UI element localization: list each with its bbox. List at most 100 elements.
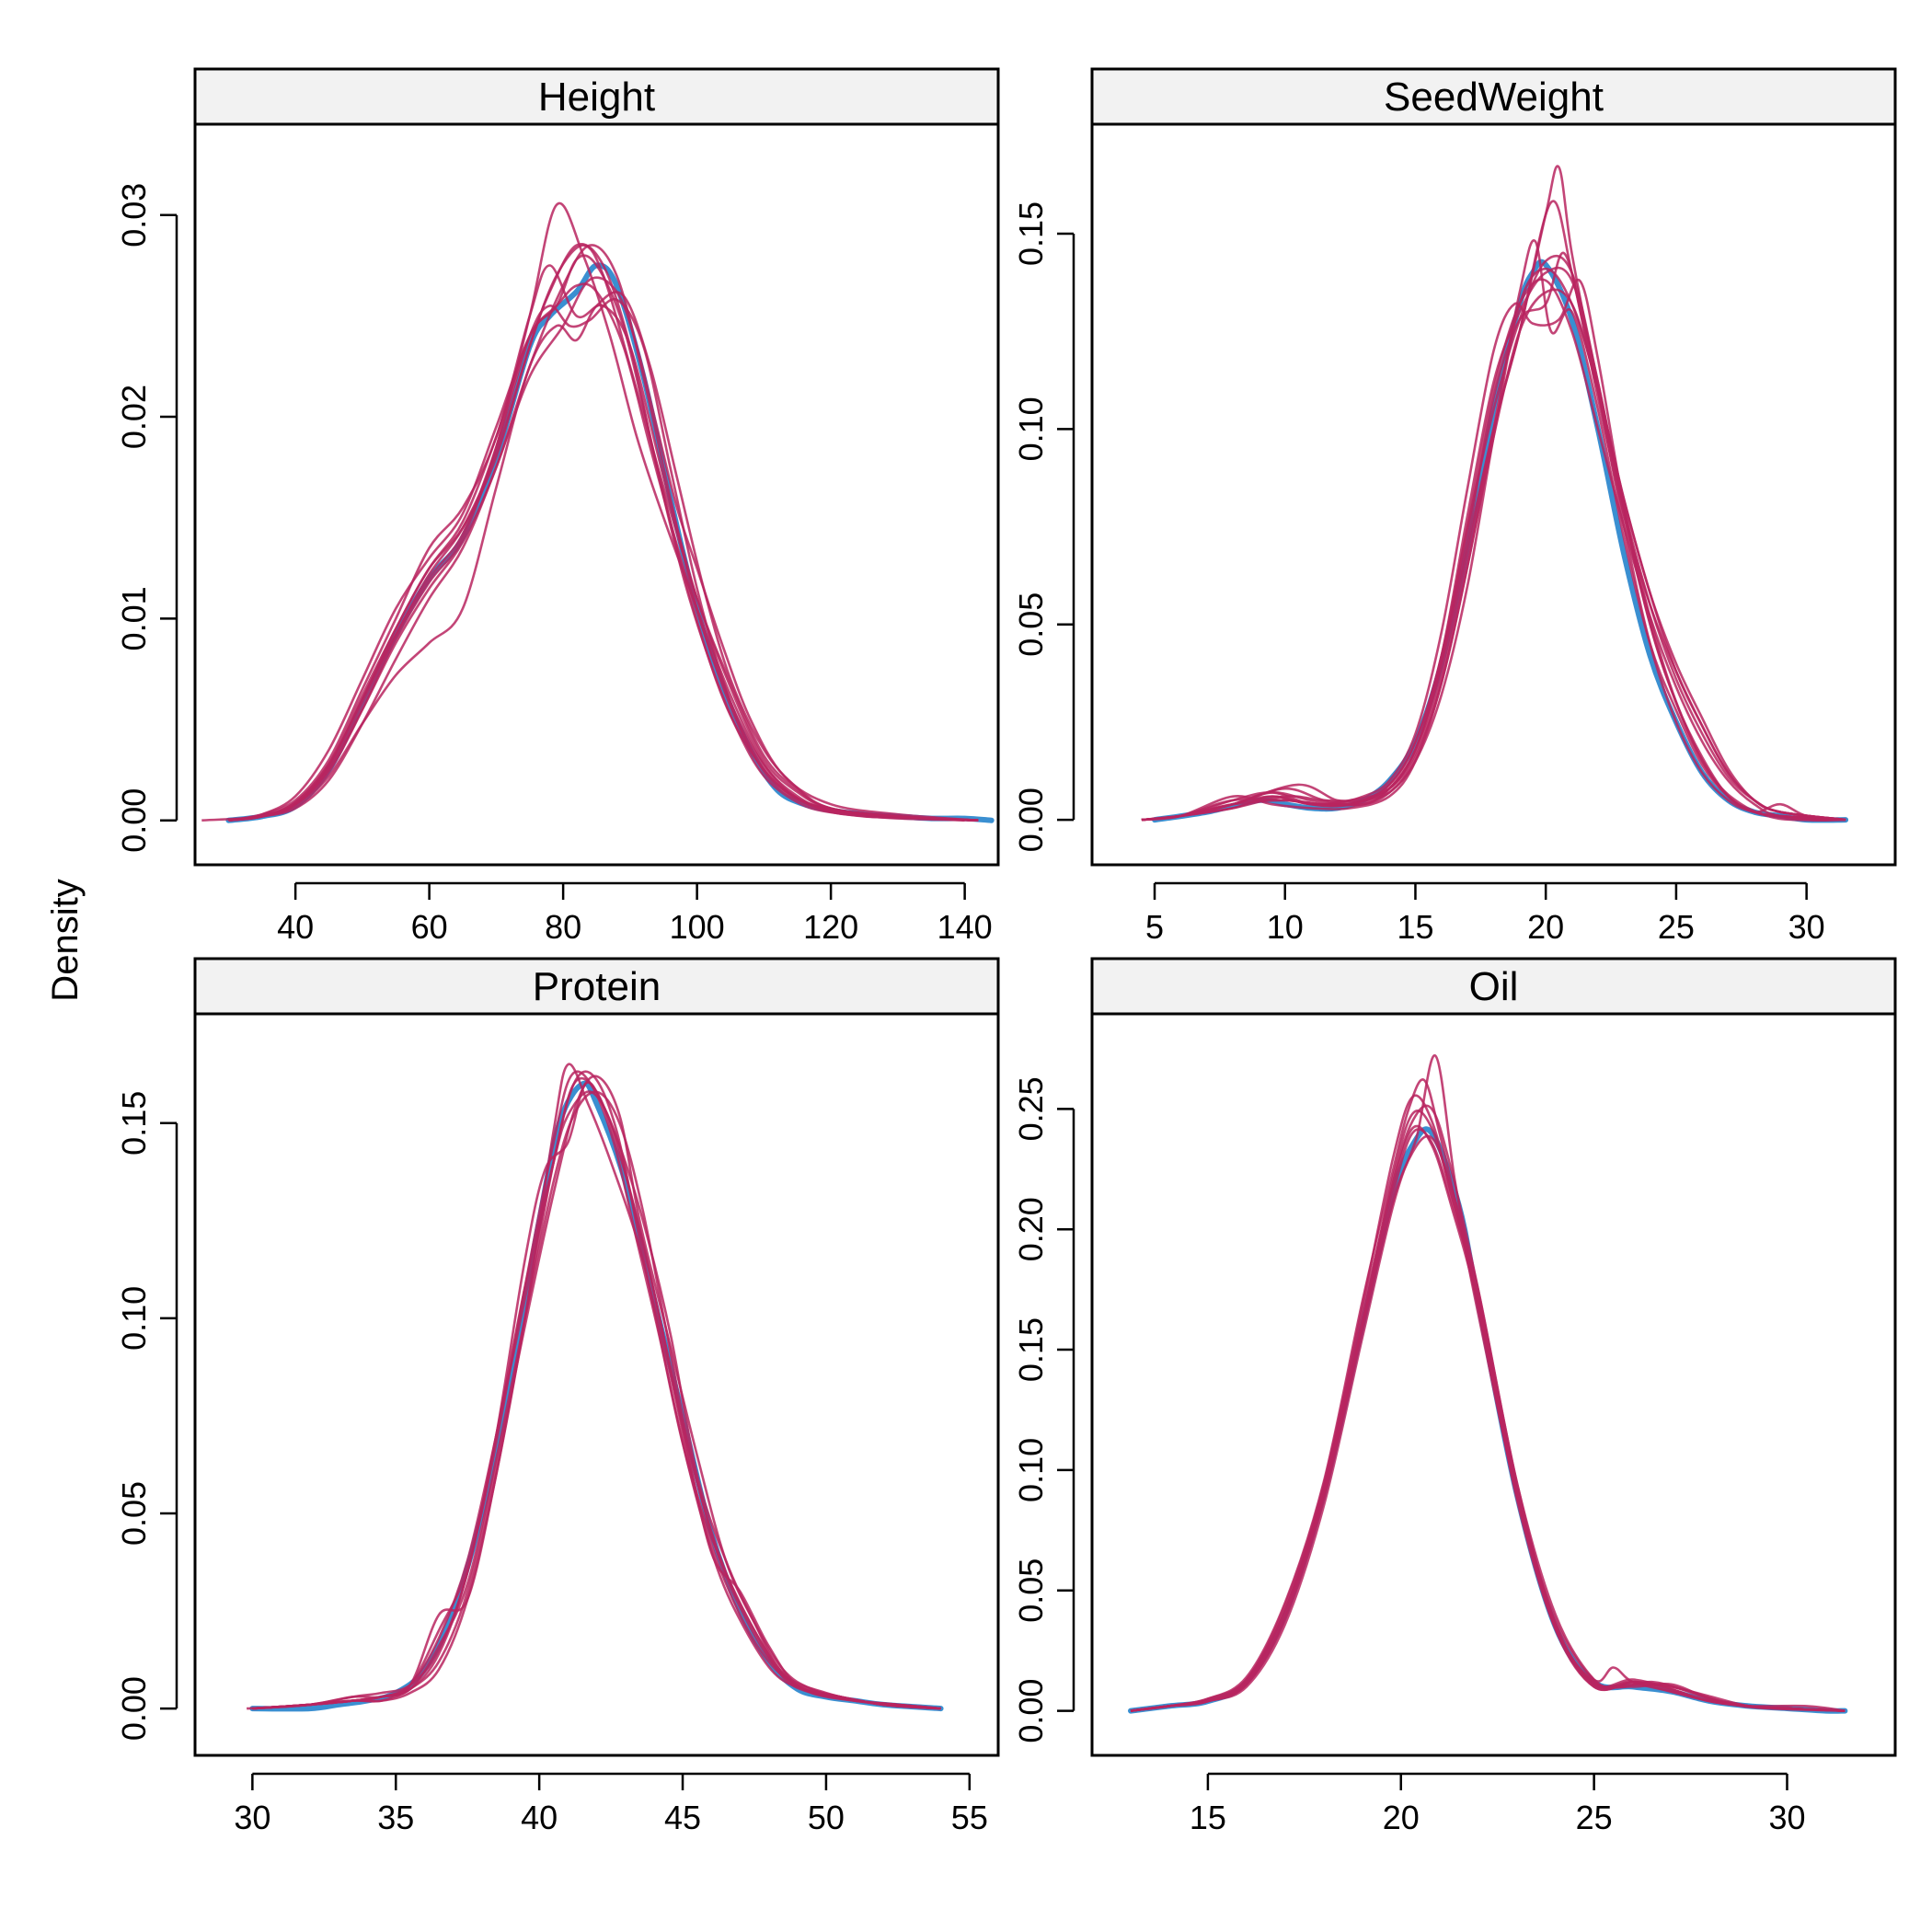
y-axis-title: Density: [45, 879, 86, 1001]
panel-frame: [193, 1012, 1000, 1757]
x-tick-label: 80: [545, 908, 581, 946]
panel-oil: Oil 15 20 25 30 0.00 0.05 0.10 0.15 0.20 0.25: [1012, 957, 1897, 1836]
replicate-density-line-5: [1130, 1134, 1846, 1712]
panel-frame: [1090, 122, 1897, 867]
y-tick-label: 0.10: [115, 1286, 153, 1351]
replicate-density-line-4: [1141, 279, 1846, 822]
replicate-density-line-7: [1130, 1110, 1846, 1712]
y-tick-label: 0.00: [115, 1676, 153, 1741]
x-tick-label: 30: [1788, 908, 1825, 946]
panel-title: SeedWeight: [1384, 75, 1604, 120]
replicate-density-line-1: [1141, 239, 1846, 822]
replicate-density-line-4: [1130, 1094, 1846, 1712]
y-tick-label: 0.20: [1012, 1197, 1050, 1261]
y-tick-label: 0.25: [1012, 1076, 1050, 1141]
strip-header: [193, 67, 1000, 126]
replicate-density-line-5: [1141, 200, 1846, 822]
y-tick-label: 0.03: [115, 183, 153, 247]
y-tick-label: 0.15: [115, 1091, 153, 1156]
replicate-density-line-1: [201, 201, 965, 822]
x-axis: 30 35 40 45 50 55: [234, 1772, 988, 1836]
replicate-density-line-7: [1141, 251, 1846, 822]
panel-frame: [193, 122, 1000, 867]
x-tick-label: 25: [1576, 1799, 1613, 1836]
panel-seedweight: SeedWeight 5 10 15 20 25 30 0.00 0.05 0.10 0.15: [1012, 67, 1897, 946]
x-tick-label: 45: [664, 1799, 701, 1836]
observed-density-line: [249, 1080, 944, 1712]
x-tick-label: 50: [808, 1799, 845, 1836]
x-axis: 40 60 80 100 120 140: [277, 881, 993, 946]
y-tick-label: 0.05: [115, 1481, 153, 1546]
x-axis: 5 10 15 20 25 30: [1145, 881, 1825, 946]
replicate-density-line-6: [1130, 1124, 1846, 1712]
y-tick-label: 0.00: [115, 788, 153, 853]
x-tick-label: 30: [1768, 1799, 1805, 1836]
density-curves: [1141, 165, 1849, 823]
y-tick-label: 0.05: [1012, 592, 1050, 657]
y-tick-label: 0.01: [115, 586, 153, 650]
y-axis: 0.00 0.05 0.10 0.15: [115, 1091, 178, 1741]
y-tick-label: 0.15: [1012, 1317, 1050, 1382]
observed-density-line: [1128, 1126, 1848, 1714]
x-tick-label: 140: [937, 908, 993, 946]
panel-protein: Protein 30 35 40 45 50 55 0.00 0.05 0.10 0.15: [115, 957, 1000, 1836]
x-tick-label: 40: [521, 1799, 558, 1836]
replicate-density-line-3: [228, 264, 979, 822]
strip-header: [1090, 67, 1897, 126]
x-tick-label: 5: [1145, 908, 1164, 946]
replicate-density-line-10: [1141, 288, 1846, 822]
replicate-density-line-9: [228, 254, 979, 822]
y-tick-label: 0.00: [1012, 1679, 1050, 1743]
x-tick-label: 30: [234, 1799, 270, 1836]
replicate-density-line-8: [228, 276, 979, 822]
replicate-density-line-8: [252, 1070, 941, 1710]
y-tick-label: 0.15: [1012, 201, 1050, 266]
density-curves: [1128, 1054, 1848, 1714]
panel-height: Height 40 60 80 100 120 140 0.00 0.01 0.02 0.03: [115, 67, 1000, 946]
x-axis: 15 20 25 30: [1190, 1772, 1806, 1836]
panel-frame: [1090, 1012, 1897, 1757]
replicate-density-line-8: [1141, 278, 1846, 822]
x-tick-label: 15: [1397, 908, 1433, 946]
x-tick-label: 15: [1190, 1799, 1226, 1836]
replicate-density-line-8: [1130, 1128, 1846, 1712]
replicate-density-line-6: [252, 1070, 941, 1710]
replicate-density-line-2: [228, 244, 979, 822]
y-axis: 0.00 0.01 0.02 0.03: [115, 183, 178, 853]
density-curves: [247, 1063, 944, 1712]
replicate-density-line-4: [252, 1090, 941, 1710]
x-tick-label: 120: [803, 908, 858, 946]
replicate-density-line-3: [252, 1076, 941, 1710]
x-tick-label: 25: [1658, 908, 1695, 946]
x-tick-label: 20: [1383, 1799, 1420, 1836]
replicate-density-line-9: [1141, 254, 1846, 822]
x-tick-label: 20: [1527, 908, 1564, 946]
strip-header: [1090, 957, 1897, 1016]
y-tick-label: 0.10: [1012, 397, 1050, 461]
x-tick-label: 10: [1267, 908, 1304, 946]
x-tick-label: 40: [277, 908, 314, 946]
replicate-density-line-3: [1130, 1054, 1846, 1712]
x-tick-label: 60: [411, 908, 448, 946]
density-curves: [201, 201, 995, 823]
y-axis: 0.00 0.05 0.10 0.15 0.20 0.25: [1012, 1076, 1075, 1743]
y-axis: 0.00 0.05 0.10 0.15: [1012, 201, 1075, 852]
x-tick-label: 35: [377, 1799, 414, 1836]
strip-header: [193, 957, 1000, 1016]
y-tick-label: 0.10: [1012, 1438, 1050, 1502]
y-tick-label: 0.05: [1012, 1558, 1050, 1623]
y-tick-label: 0.00: [1012, 788, 1050, 852]
panel-title: Oil: [1469, 964, 1519, 1009]
x-tick-label: 55: [951, 1799, 988, 1836]
replicate-density-line-10: [228, 243, 979, 822]
replicate-density-line-2: [1141, 165, 1846, 822]
replicate-density-line-2: [252, 1075, 941, 1710]
replicate-density-line-1: [247, 1063, 941, 1710]
replicate-density-line-7: [252, 1090, 941, 1710]
panel-title: Protein: [533, 964, 661, 1009]
y-tick-label: 0.02: [115, 385, 153, 449]
panel-title: Height: [538, 75, 655, 120]
replicate-density-line-1: [1130, 1078, 1846, 1712]
replicate-density-line-2: [1130, 1104, 1846, 1712]
